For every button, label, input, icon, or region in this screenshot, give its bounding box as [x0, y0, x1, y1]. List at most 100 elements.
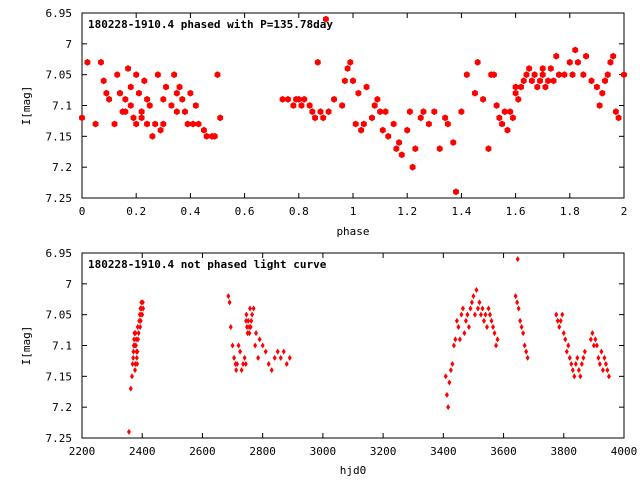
y-tick-label: 7	[65, 38, 72, 51]
data-point	[135, 324, 140, 330]
data-point	[130, 361, 135, 367]
data-point	[515, 95, 522, 103]
y-tick-label: 7.25	[46, 432, 73, 445]
data-point	[523, 71, 530, 79]
data-point	[132, 367, 137, 374]
data-point	[350, 77, 356, 85]
data-point	[574, 58, 581, 66]
data-point	[171, 71, 178, 79]
data-point	[603, 361, 608, 367]
data-point	[525, 354, 530, 361]
data-point	[597, 361, 602, 367]
data-point	[322, 15, 329, 23]
data-point	[398, 151, 405, 159]
data-point	[607, 58, 614, 66]
data-point	[396, 139, 403, 146]
data-point	[244, 311, 249, 318]
data-point	[507, 108, 514, 116]
data-point	[390, 120, 397, 128]
y-tick-label: 7.05	[46, 69, 73, 82]
data-point	[572, 46, 579, 54]
data-point	[256, 354, 261, 361]
x-tick-label: 4000	[611, 445, 638, 458]
data-point	[325, 108, 332, 116]
x-tick-label: 0.2	[126, 205, 146, 218]
data-point	[466, 324, 471, 330]
data-point	[278, 354, 283, 361]
data-point	[462, 330, 467, 337]
data-point	[580, 71, 587, 79]
data-point	[575, 354, 580, 361]
data-point	[492, 330, 497, 337]
data-point	[491, 324, 496, 330]
x-tick-label: 1	[350, 205, 357, 218]
data-point	[173, 89, 180, 97]
x-tick-label: 2200	[69, 445, 96, 458]
data-point	[469, 299, 474, 306]
data-point	[602, 77, 608, 85]
data-point	[518, 317, 523, 324]
unphased-y-ticks: 6.95 7 7.05 7.1 7.15 7.2 7.25	[46, 247, 624, 445]
data-point	[227, 299, 232, 306]
data-point	[526, 65, 533, 72]
data-point	[134, 354, 139, 361]
x-tick-label: 1.6	[506, 205, 526, 218]
data-point	[214, 71, 221, 79]
data-point	[612, 108, 619, 116]
data-point	[588, 77, 595, 85]
data-point	[131, 354, 136, 361]
unphased-y-axis-label: I[mag]	[20, 326, 33, 366]
data-point	[179, 95, 186, 103]
data-point	[496, 114, 503, 122]
data-point	[474, 58, 481, 66]
data-point	[146, 102, 153, 109]
data-point	[190, 120, 197, 128]
data-point	[247, 330, 252, 337]
data-point	[260, 342, 265, 349]
data-point	[393, 145, 400, 153]
data-point	[235, 361, 240, 367]
data-point	[539, 71, 546, 79]
data-point	[531, 71, 538, 79]
data-point	[138, 108, 145, 116]
data-point	[275, 348, 280, 355]
data-point	[521, 330, 526, 337]
data-point	[545, 77, 552, 85]
data-point	[480, 95, 487, 103]
y-tick-label: 6.95	[46, 7, 73, 20]
y-tick-label: 7	[65, 278, 72, 291]
data-point	[144, 95, 150, 103]
data-point	[331, 95, 337, 103]
data-point	[133, 342, 138, 349]
data-point	[447, 379, 452, 386]
data-point	[406, 108, 413, 116]
x-tick-label: 1.8	[560, 205, 580, 218]
data-point	[385, 132, 392, 140]
data-point	[425, 120, 432, 128]
x-tick-label: 0.4	[180, 205, 200, 218]
data-point	[195, 120, 202, 128]
data-point	[582, 348, 587, 355]
data-point	[485, 145, 492, 153]
data-point	[600, 367, 605, 374]
data-point	[130, 114, 137, 122]
data-point	[596, 354, 601, 361]
data-point	[528, 77, 535, 85]
data-point	[537, 77, 543, 85]
data-point	[534, 83, 541, 91]
phased-light-curve-panel: 0 0.2 0.4 0.6 0.8 1 1.2 1.4 1.6 1.8 2 6.95 7 7.05 7.1…	[20, 7, 627, 238]
y-tick-label: 6.95	[46, 247, 73, 260]
x-tick-label: 0.6	[235, 205, 255, 218]
data-point	[269, 367, 274, 374]
data-point	[379, 126, 386, 134]
unphased-x-ticks: 2200 2400 2600 2800 3000 3200 3400 3600 3800 4000	[69, 253, 638, 458]
phased-data-points	[79, 15, 627, 196]
data-point	[314, 58, 321, 66]
data-point	[560, 311, 565, 318]
data-point	[371, 102, 378, 109]
data-point	[519, 324, 524, 330]
data-point	[298, 102, 305, 109]
data-point	[542, 83, 549, 91]
data-point	[360, 120, 367, 128]
data-point	[211, 132, 218, 140]
